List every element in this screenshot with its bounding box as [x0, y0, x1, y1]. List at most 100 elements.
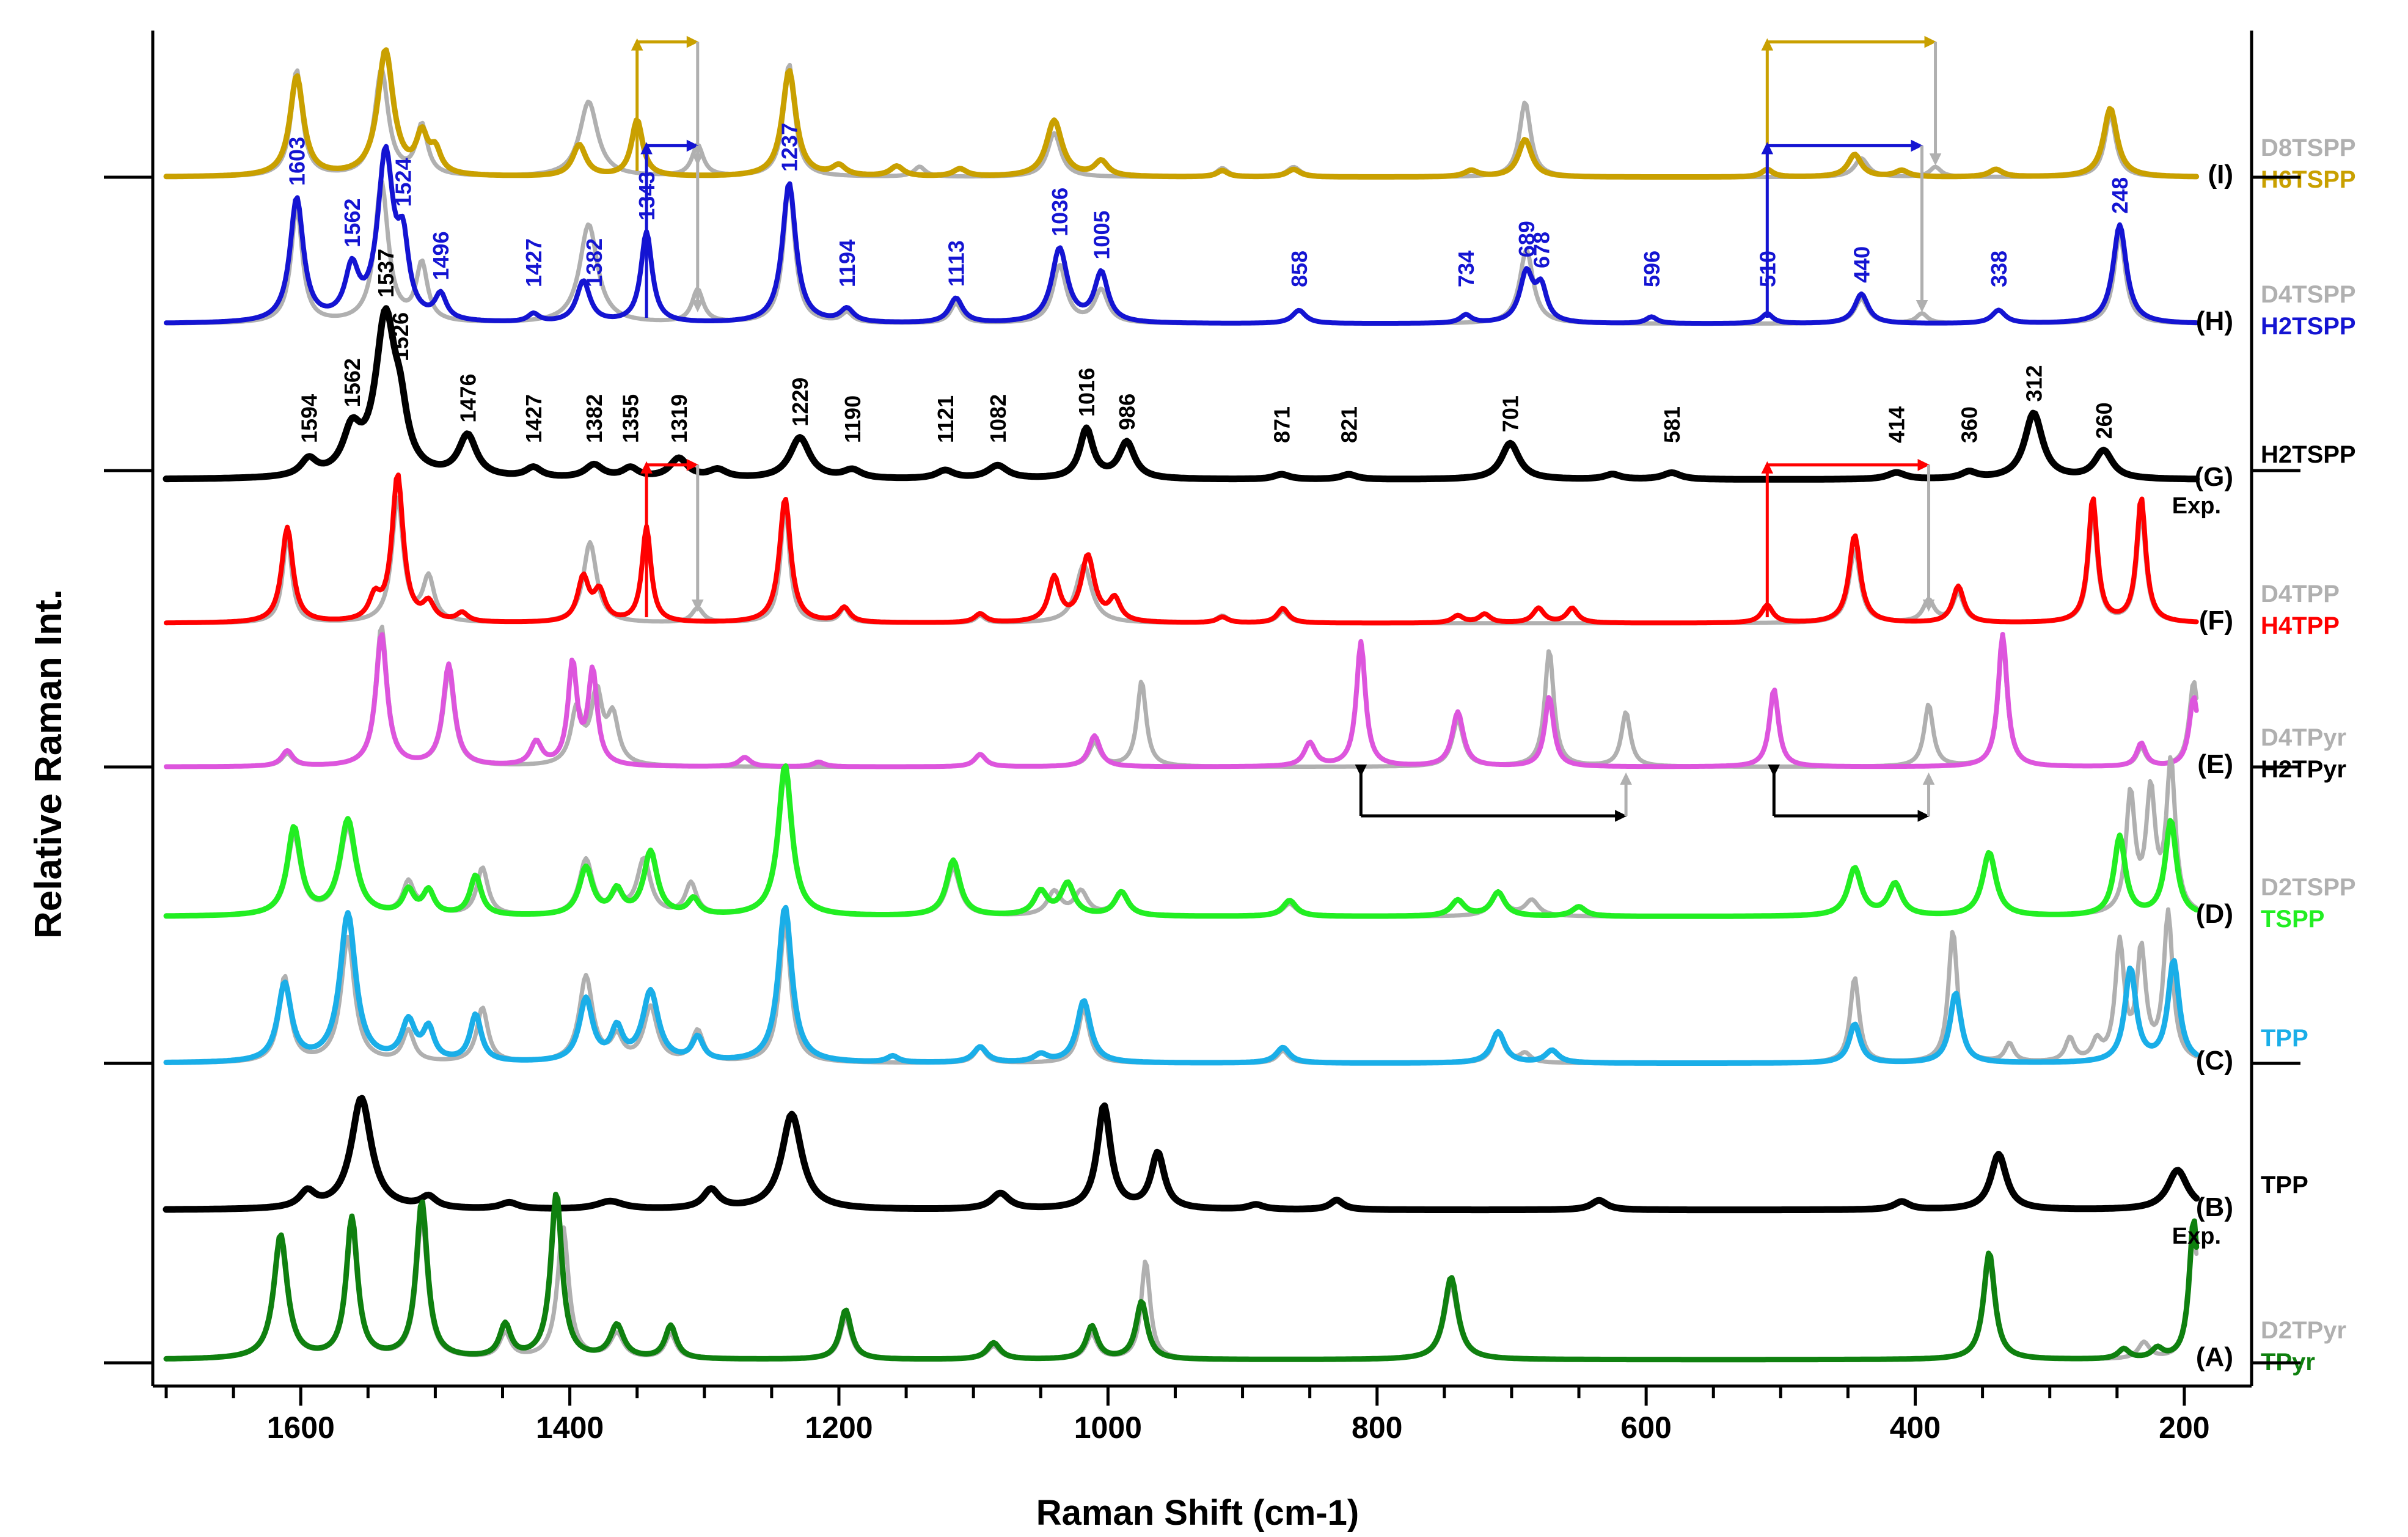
shift-arrow-F-1343: [640, 459, 704, 617]
peak-label-1427: 1427: [521, 394, 546, 443]
peak-label-440: 440: [1849, 246, 1874, 283]
legend-d2tspp: D2TSPP: [2261, 874, 2356, 901]
arrow-head: [1761, 142, 1774, 155]
panel-B: [163, 1095, 2200, 1214]
legend-tpp: TPP: [2261, 1025, 2308, 1052]
shift-arrow-H-510: [1761, 139, 1928, 318]
series-h2tpyr: [164, 632, 2199, 769]
x-tick-label-1600: 1600: [267, 1410, 335, 1445]
panel-E: [164, 625, 2199, 769]
x-tick-label-1000: 1000: [1074, 1410, 1142, 1445]
peak-label-1382: 1382: [582, 238, 607, 287]
x-axis-label: Raman Shift (cm-1): [1036, 1493, 1360, 1533]
arrow-head: [691, 600, 704, 612]
shift-arrow-H-1343: [640, 139, 704, 318]
peak-label-1496: 1496: [428, 232, 453, 281]
legend-tpp: TPP: [2261, 1172, 2308, 1198]
arrow-head: [640, 461, 653, 474]
peak-label-1355: 1355: [618, 394, 643, 443]
series-tpp-exp-: [163, 1095, 2200, 1214]
peak-label-1319: 1319: [667, 394, 692, 443]
peak-label-1194: 1194: [835, 240, 860, 287]
peak-label-1082: 1082: [986, 394, 1011, 443]
spectra-layer: [163, 47, 2200, 1363]
peak-label-986: 986: [1114, 394, 1140, 430]
peak-label-248: 248: [2107, 177, 2132, 214]
peak-label-1113: 1113: [944, 240, 969, 287]
arrow-head: [1911, 139, 1923, 152]
shift-arrow-F-510: [1761, 459, 1935, 617]
arrow-head: [686, 139, 699, 152]
legend-h2tspp: H2TSPP: [2261, 441, 2356, 468]
arrow-head: [640, 142, 653, 155]
x-tick-label-600: 600: [1620, 1410, 1671, 1445]
peak-label-871: 871: [1269, 406, 1294, 443]
panel-label-E: (E): [2197, 749, 2233, 779]
x-tick-label-200: 200: [2159, 1410, 2209, 1445]
exp-label-B: Exp.: [2172, 1223, 2221, 1249]
panel-H: [164, 144, 2199, 326]
series-tspp: [163, 763, 2200, 919]
panel-label-B: (B): [2196, 1192, 2233, 1222]
series-d4tspp: [164, 180, 2199, 326]
peak-label-1603: 1603: [285, 137, 310, 186]
peak-label-1121: 1121: [933, 395, 958, 443]
peak-label-1382: 1382: [582, 394, 607, 443]
peak-label-1190: 1190: [840, 395, 865, 443]
series-h4tpp: [164, 472, 2199, 626]
panel-label-G: (G): [2194, 462, 2233, 492]
panel-label-A: (A): [2196, 1342, 2233, 1372]
peak-label-1476: 1476: [455, 374, 480, 423]
peak-label-1229: 1229: [788, 378, 813, 427]
panel-F: [164, 472, 2199, 626]
peak-label-1562: 1562: [340, 199, 365, 248]
arrow-head: [1768, 765, 1780, 777]
peak-label-1524: 1524: [391, 158, 416, 207]
peak-label-581: 581: [1660, 406, 1685, 443]
annotations-layer: (I) D8TSPP H6TSPP (H) D4TSPP H2TSPP 1603 1562 15…: [285, 35, 2356, 1376]
legend-h4tpp: H4TPP: [2261, 612, 2340, 639]
peak-label-1526: 1526: [388, 312, 413, 361]
peak-label-1016: 1016: [1074, 368, 1099, 417]
series-h6tspp: [163, 47, 2200, 180]
legend-h2tpyr: H2TPyr: [2261, 756, 2346, 783]
peak-label-701: 701: [1498, 395, 1523, 432]
x-tick-label-800: 800: [1352, 1410, 1402, 1445]
peak-label-734: 734: [1454, 251, 1479, 287]
axes-layer: 1600 1400 1200 1000 800 600 400 200: [104, 31, 2300, 1445]
legend-d4tpp: D4TPP: [2261, 581, 2340, 607]
arrow-head: [1922, 772, 1935, 785]
x-tick-label-1200: 1200: [805, 1410, 873, 1445]
arrow-head: [631, 38, 643, 51]
y-axis-label: Relative Raman Int.: [27, 589, 70, 939]
peak-label-821: 821: [1337, 406, 1362, 443]
peak-label-1005: 1005: [1089, 211, 1114, 260]
peak-label-260: 260: [2091, 402, 2117, 439]
peak-label-1594: 1594: [296, 394, 321, 443]
legend-d2tpyr: D2TPyr: [2261, 1317, 2346, 1344]
series-d8tspp: [164, 62, 2199, 180]
peak-label-858: 858: [1287, 251, 1312, 287]
shift-arrow-E-812: [1355, 765, 1632, 822]
arrow-head: [1761, 38, 1774, 51]
exp-label-G: Exp.: [2172, 493, 2221, 519]
peak-label-596: 596: [1639, 251, 1664, 287]
arrow-head: [1355, 765, 1367, 777]
shift-arrow-E-505: [1768, 765, 1935, 822]
arrow-head: [1916, 300, 1928, 312]
legend-h2tspp: H2TSPP: [2261, 313, 2356, 340]
peak-label-312: 312: [2021, 365, 2046, 402]
peak-label-338: 338: [1986, 251, 2011, 287]
series-tpp-gray: [164, 907, 2199, 1065]
arrow-head: [686, 459, 699, 471]
x-tick-label-400: 400: [1890, 1410, 1941, 1445]
panel-label-I: (I): [2208, 160, 2233, 189]
arrow-head: [686, 35, 699, 48]
panel-A: [163, 1192, 2200, 1363]
panel-I: [163, 47, 2200, 180]
series-d4tpp: [164, 495, 2199, 626]
panel-label-H: (H): [2196, 306, 2233, 336]
arrow-head: [1924, 35, 1937, 48]
series-d4tpyr: [164, 625, 2199, 769]
